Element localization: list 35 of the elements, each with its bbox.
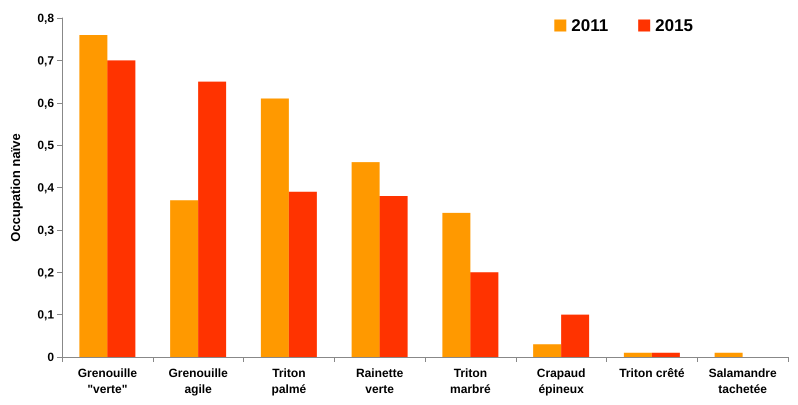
bar: [533, 344, 562, 357]
bar: [260, 98, 289, 357]
bar: [198, 82, 226, 357]
bar: [79, 34, 108, 357]
y-tick-label: 0,4: [37, 180, 54, 194]
x-tick-label: Rainette verte: [356, 366, 404, 396]
bar: [470, 272, 498, 357]
bar: [170, 200, 198, 357]
legend-label: 2015: [655, 16, 694, 35]
y-tick-label: 0,7: [37, 53, 54, 68]
x-tick-label: Salamandre tachetée: [708, 366, 777, 396]
y-tick-label: 0,6: [37, 96, 54, 110]
bar: [652, 352, 680, 357]
bar: [624, 352, 652, 357]
x-tick-label: Crapaud épineux: [536, 366, 586, 396]
bar: [288, 192, 317, 357]
bar: [442, 212, 470, 357]
x-tick-label: Triton crêté: [619, 366, 685, 380]
y-tick-label: 0,1: [37, 308, 54, 322]
x-tick-label: Grenouille "verte": [78, 366, 138, 396]
x-tick-label: Triton marbré: [450, 366, 492, 396]
bar: [107, 60, 136, 357]
y-tick-label: 0,8: [37, 11, 54, 25]
bar: [561, 314, 590, 357]
y-tick-label: 0,3: [37, 222, 54, 237]
y-axis-title: Occupation naïve: [8, 133, 23, 242]
bar: [380, 196, 408, 357]
y-tick-label: 0,5: [37, 138, 54, 152]
bar: [714, 352, 743, 357]
y-tick-label: 0,2: [37, 265, 54, 280]
x-tick-label: Grenouille agile: [168, 366, 228, 396]
legend-label: 2011: [571, 16, 608, 35]
y-tick-label: 0: [47, 350, 54, 364]
x-tick-label: Triton palmé: [272, 366, 307, 396]
bar: [352, 162, 380, 357]
